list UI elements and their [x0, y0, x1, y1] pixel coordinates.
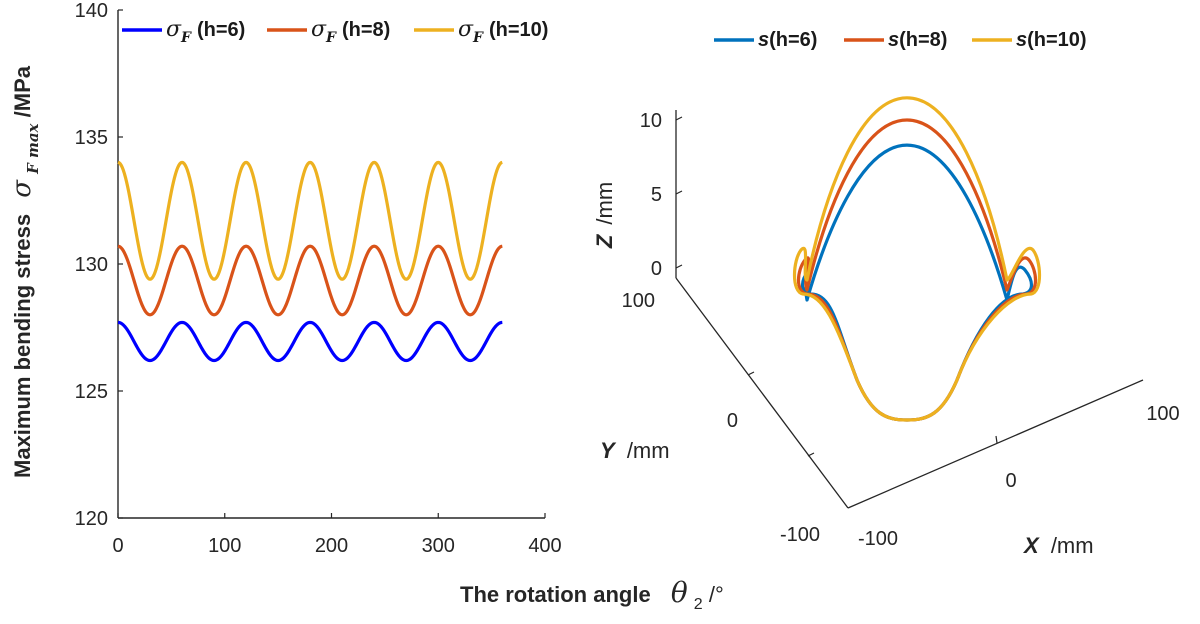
stress-legend: σF (h=6) σF (h=8) σF (h=10) [122, 17, 548, 46]
trajectory-3d-chart: 0 5 10 100 0 -100 -100 0 100 s(h=6) s(h=8) s(h=10)… [592, 29, 1180, 558]
x-axis-label-subscript: 2 [694, 596, 703, 613]
x-axis-3d-label-letter: X [1022, 533, 1040, 558]
trajectory-legend-entry: s(h=6) [758, 29, 817, 51]
x3d-tick-label: -100 [858, 528, 898, 550]
x-axis-label: The rotation angle θ 2 /° [460, 576, 724, 614]
x-tick-label: 400 [528, 535, 561, 557]
z-axis-label-letter: Z [592, 233, 617, 249]
x-tick-label: 200 [315, 535, 348, 557]
y3d-tick-mark [807, 452, 815, 457]
z-tick-mark [675, 190, 683, 195]
y-tick-label: 140 [75, 0, 108, 22]
z-tick-mark [675, 116, 683, 121]
x-axis-label-unit: /° [709, 582, 724, 607]
trajectory-series-line-h6 [800, 143, 1034, 422]
x-axis-3d-label: X /mm [1022, 533, 1094, 558]
y-axis-label-subscript: F max [24, 122, 42, 174]
x-tick-label: 300 [422, 535, 455, 557]
x-axis-3d-label-unit: /mm [1051, 533, 1094, 558]
x-axis-3d-line [847, 379, 1144, 509]
stress-legend-entry: σF (h=8) [311, 17, 390, 46]
trajectory-series-line-h10 [792, 96, 1042, 422]
stress-legend-entry: σF (h=10) [458, 17, 548, 46]
stress-series-line-h10 [117, 160, 503, 281]
x-axis-label-symbol: θ [671, 576, 688, 609]
y-axis-label-text: Maximum bending stress [10, 214, 35, 478]
y-tick-label: 130 [75, 254, 108, 276]
y3d-tick-label: -100 [780, 524, 820, 546]
y-axis-3d-label-letter: Y [600, 438, 617, 463]
y-axis-label-symbol: σ [7, 179, 37, 198]
trajectory-legend-entry: s(h=8) [888, 29, 947, 51]
y-tick-label: 120 [75, 508, 108, 530]
x-tick-label: 0 [112, 535, 123, 557]
y-axis-3d-label-unit: /mm [627, 438, 670, 463]
x3d-tick-label: 100 [1146, 403, 1179, 425]
z-tick-label: 10 [640, 110, 662, 132]
y3d-tick-label: 0 [727, 410, 738, 432]
trajectory-series-line-h8 [796, 118, 1038, 422]
z-tick-label: 5 [651, 184, 662, 206]
y-tick-label: 135 [75, 127, 108, 149]
y3d-tick-mark [747, 371, 755, 376]
y-axis-label: Maximum bending stress σ F max /MPa [7, 65, 43, 478]
y-axis-label-unit: /MPa [10, 65, 35, 117]
x3d-tick-label: 0 [1005, 470, 1016, 492]
trajectory-legend: s(h=6) s(h=8) s(h=10) [714, 29, 1087, 51]
y-tick-label: 125 [75, 381, 108, 403]
y-axis-3d-label: Y /mm [600, 438, 670, 463]
z-axis-label-unit: /mm [592, 182, 617, 225]
y-axis-3d-line [675, 277, 849, 509]
z-axis-label: Z /mm [592, 182, 617, 249]
z-tick-mark [675, 264, 683, 269]
stress-legend-entry: σF (h=6) [166, 17, 245, 46]
stress-series-line-h6 [117, 320, 503, 363]
z-tick-label: 0 [651, 258, 662, 280]
stress-series-line-h8 [117, 244, 503, 317]
trajectory-legend-entry: s(h=10) [1016, 29, 1087, 51]
y3d-tick-label: 100 [622, 290, 655, 312]
x-axis-label-text: The rotation angle [460, 582, 651, 607]
x3d-tick-mark [995, 435, 998, 444]
x-tick-label: 100 [208, 535, 241, 557]
